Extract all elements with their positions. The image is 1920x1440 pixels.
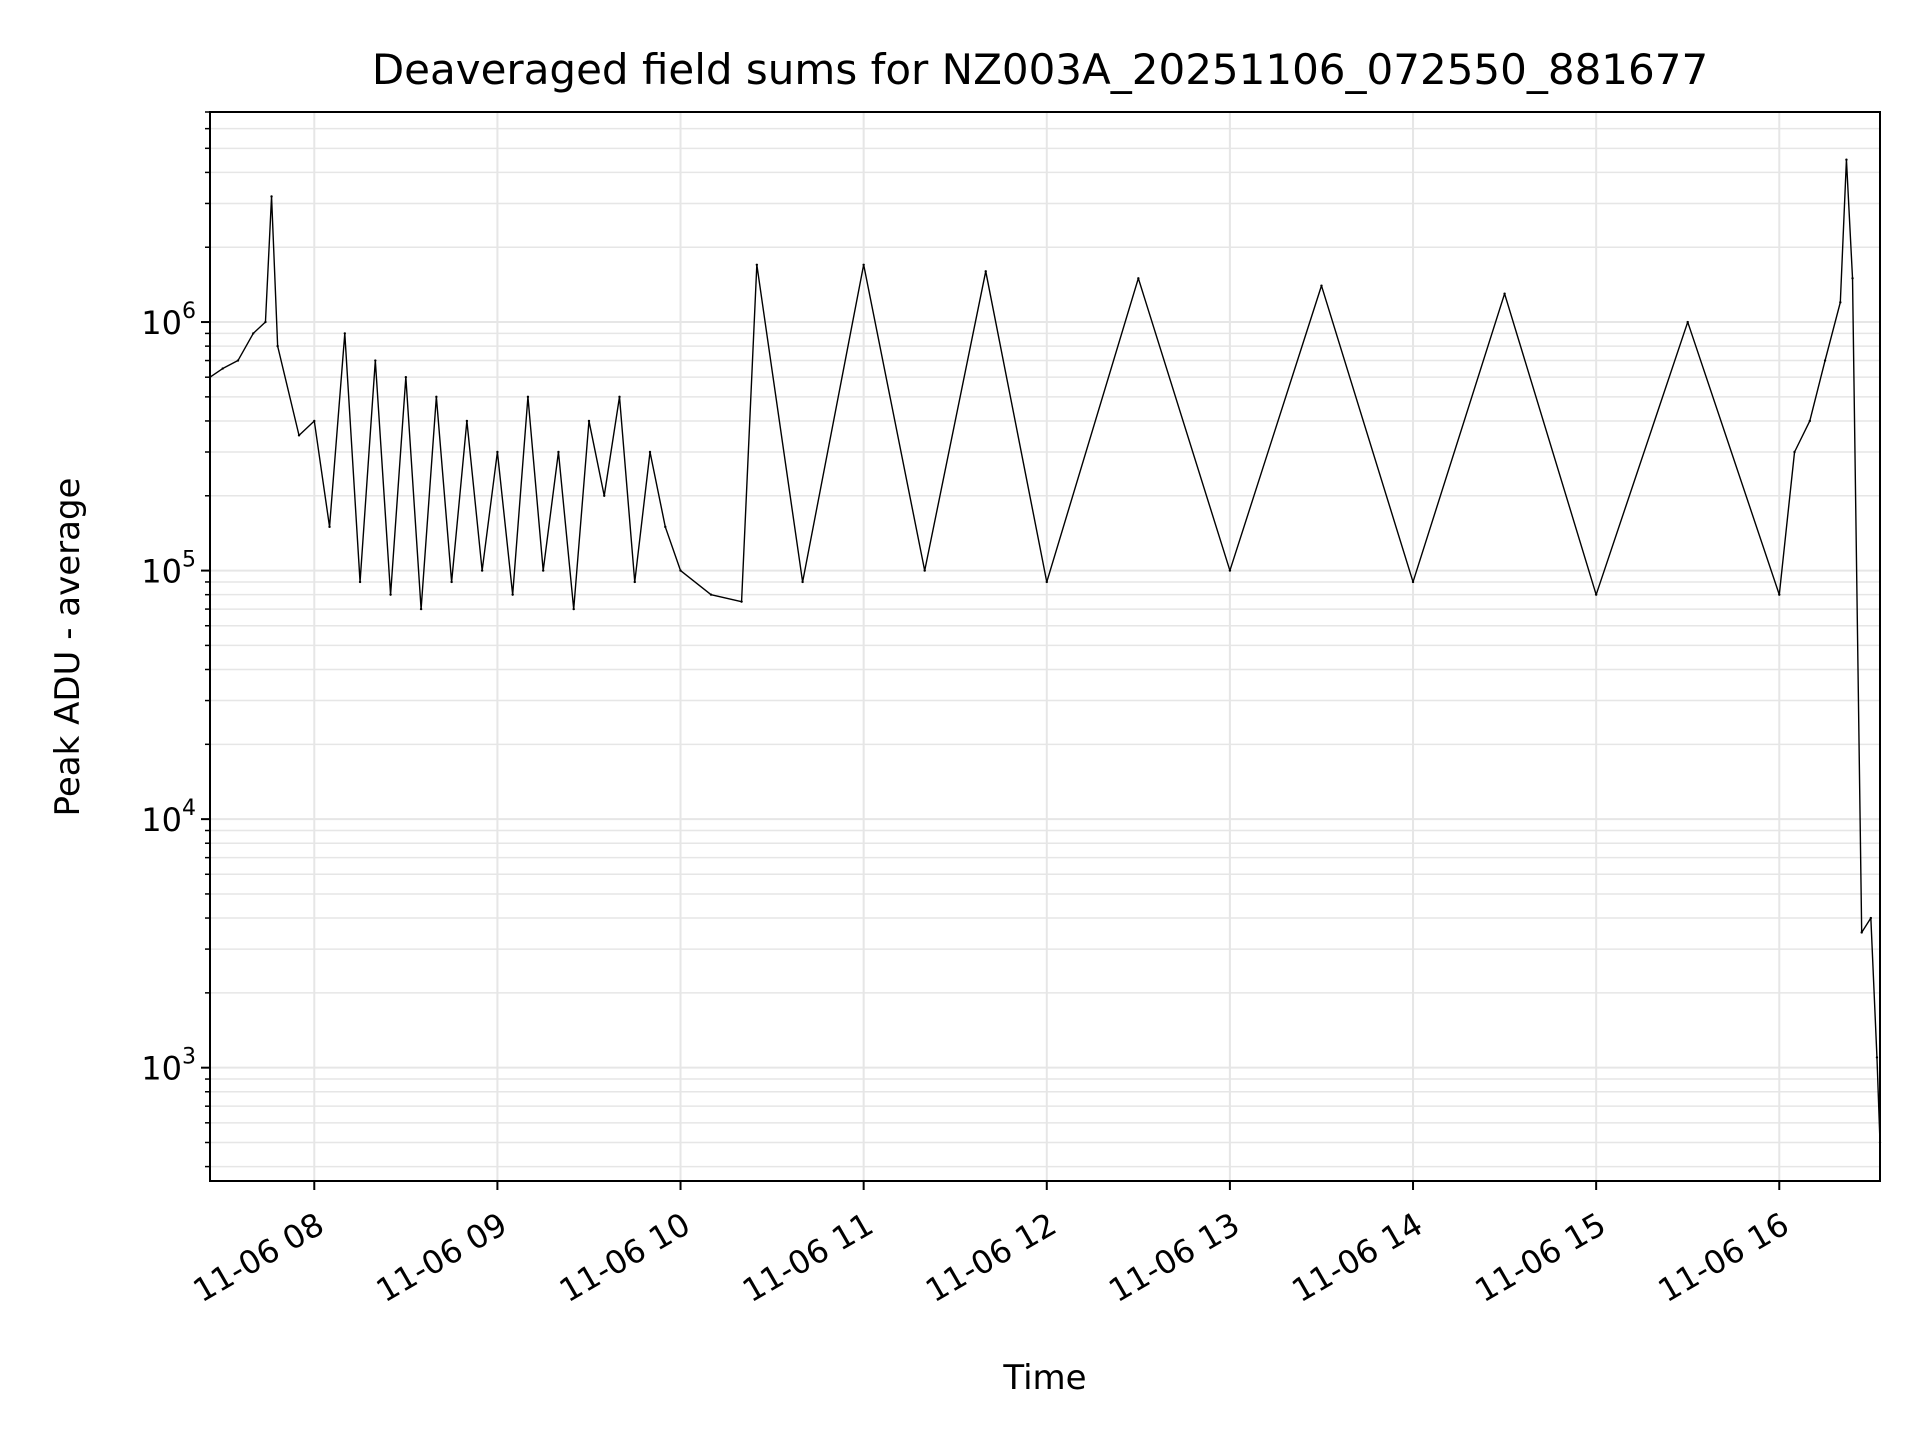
- y-tick-label: 105: [141, 548, 196, 591]
- data-point: [1778, 593, 1781, 596]
- data-point: [603, 494, 606, 497]
- y-tick-label: 106: [141, 299, 196, 342]
- data-point: [1851, 277, 1854, 280]
- data-point: [465, 419, 469, 423]
- data-point: [1320, 284, 1323, 287]
- data-point: [1808, 419, 1812, 423]
- data-point: [587, 419, 591, 423]
- x-axis-label: Time: [1002, 1358, 1086, 1398]
- data-point: [709, 593, 713, 596]
- data-point: [984, 270, 987, 273]
- data-point: [252, 332, 255, 335]
- data-point: [923, 569, 926, 572]
- data-point: [276, 344, 279, 348]
- chart-title: Deaveraged field sums for NZ003A_2025110…: [372, 45, 1708, 94]
- y-tick-label: 103: [141, 1045, 196, 1088]
- data-point: [264, 320, 267, 324]
- plot-area: [208, 158, 1882, 1144]
- data-point: [419, 607, 423, 611]
- data-point: [664, 525, 667, 529]
- y-tick-label: 104: [141, 796, 196, 839]
- data-point: [1045, 580, 1048, 584]
- data-point: [358, 580, 362, 584]
- data-point: [270, 195, 273, 198]
- data-point: [297, 434, 301, 437]
- plot-frame: [209, 111, 1881, 1182]
- data-point: [480, 569, 484, 572]
- data-point: [435, 395, 438, 399]
- data-point: [404, 375, 408, 379]
- data-point: [1686, 320, 1689, 324]
- data-point: [679, 569, 682, 572]
- data-point: [1594, 593, 1598, 596]
- data-point: [541, 569, 545, 572]
- data-point: [374, 359, 377, 362]
- data-point: [236, 359, 240, 362]
- data-point: [526, 395, 530, 399]
- data-point: [1793, 450, 1796, 454]
- data-point: [1137, 277, 1140, 280]
- data-point: [496, 450, 499, 454]
- data-point: [1860, 931, 1863, 934]
- data-point: [328, 525, 331, 529]
- data-point: [572, 607, 575, 611]
- data-point: [1411, 580, 1415, 584]
- data-point: [221, 367, 224, 370]
- data-point: [648, 450, 652, 454]
- data-point: [755, 263, 759, 266]
- data-point: [389, 593, 392, 596]
- data-point: [1503, 292, 1506, 295]
- data-point: [618, 395, 621, 399]
- data-point: [1869, 916, 1873, 920]
- data-point: [1875, 1056, 1879, 1059]
- data-point: [801, 580, 804, 584]
- data-point: [511, 593, 514, 596]
- data-point: [1845, 158, 1848, 161]
- data-point: [557, 450, 560, 454]
- data-point: [862, 263, 865, 266]
- data-point: [1823, 359, 1827, 362]
- data-point: [450, 580, 453, 584]
- data-point: [1839, 301, 1842, 304]
- data-point: [633, 580, 636, 584]
- data-point: [1228, 569, 1232, 572]
- data-point: [740, 600, 743, 603]
- data-point: [343, 332, 346, 335]
- data-point: [313, 419, 316, 423]
- y-axis-label: Peak ADU - average: [48, 478, 88, 817]
